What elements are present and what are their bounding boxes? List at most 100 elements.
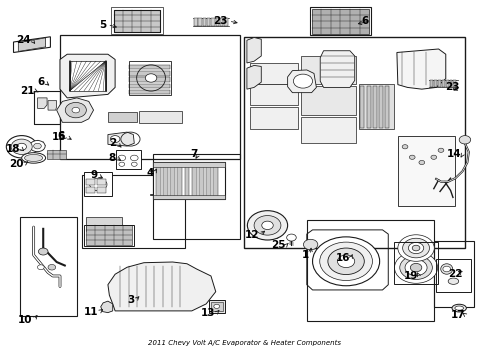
- Bar: [97, 179, 105, 185]
- Text: 6: 6: [361, 16, 368, 26]
- Text: 23: 23: [213, 16, 227, 26]
- Ellipse shape: [451, 304, 466, 312]
- Bar: [448, 80, 451, 87]
- Circle shape: [39, 248, 48, 255]
- Bar: [153, 195, 225, 199]
- Bar: [34, 91, 60, 124]
- Circle shape: [430, 155, 436, 159]
- Bar: [301, 86, 355, 115]
- Text: 2: 2: [109, 138, 116, 148]
- Bar: [394, 242, 437, 284]
- Bar: [47, 150, 66, 159]
- Bar: [309, 8, 370, 35]
- Bar: [86, 225, 132, 244]
- Circle shape: [409, 264, 421, 272]
- Bar: [153, 162, 225, 167]
- Circle shape: [30, 140, 45, 152]
- Bar: [208, 300, 225, 312]
- Bar: [385, 86, 388, 127]
- Circle shape: [130, 155, 138, 161]
- Bar: [445, 80, 447, 87]
- Circle shape: [48, 265, 56, 270]
- Circle shape: [442, 266, 449, 272]
- Bar: [170, 165, 175, 197]
- Bar: [129, 65, 170, 69]
- Text: 6: 6: [58, 131, 64, 141]
- Bar: [206, 165, 210, 197]
- Circle shape: [17, 143, 26, 150]
- Circle shape: [6, 136, 37, 158]
- Bar: [184, 165, 189, 197]
- Text: 21: 21: [20, 86, 35, 96]
- Bar: [358, 84, 394, 129]
- Ellipse shape: [24, 154, 42, 161]
- Bar: [250, 84, 298, 105]
- Text: 10: 10: [18, 315, 33, 325]
- Text: 5: 5: [99, 19, 106, 30]
- Bar: [452, 80, 455, 87]
- Text: 6: 6: [37, 77, 44, 87]
- Bar: [397, 136, 454, 206]
- Bar: [84, 172, 112, 196]
- Circle shape: [327, 248, 364, 275]
- Bar: [199, 165, 203, 197]
- Polygon shape: [287, 70, 316, 93]
- Polygon shape: [18, 38, 45, 51]
- Circle shape: [399, 256, 431, 279]
- Circle shape: [401, 145, 407, 149]
- Ellipse shape: [447, 278, 458, 284]
- Bar: [129, 84, 170, 88]
- Bar: [210, 302, 223, 311]
- Circle shape: [131, 162, 137, 166]
- Bar: [215, 18, 219, 26]
- Bar: [86, 217, 122, 231]
- Bar: [153, 154, 239, 239]
- Circle shape: [397, 235, 433, 261]
- Bar: [378, 86, 382, 127]
- Bar: [250, 107, 298, 129]
- Text: 17: 17: [449, 310, 464, 320]
- Circle shape: [407, 242, 423, 254]
- Text: 23: 23: [444, 82, 458, 93]
- Bar: [114, 9, 160, 32]
- Bar: [311, 9, 368, 34]
- Circle shape: [11, 139, 32, 154]
- Circle shape: [254, 216, 280, 235]
- Circle shape: [110, 136, 120, 143]
- Circle shape: [38, 265, 44, 270]
- Ellipse shape: [21, 153, 45, 163]
- Bar: [441, 80, 444, 87]
- Bar: [213, 165, 218, 197]
- Polygon shape: [246, 66, 261, 89]
- Bar: [437, 80, 440, 87]
- Polygon shape: [320, 51, 354, 87]
- Bar: [372, 86, 376, 127]
- Text: 8: 8: [109, 153, 116, 163]
- Bar: [301, 117, 355, 143]
- Bar: [433, 241, 472, 307]
- Bar: [306, 220, 433, 321]
- Text: 19: 19: [403, 271, 417, 281]
- Text: 20: 20: [10, 158, 24, 168]
- Circle shape: [437, 148, 443, 152]
- Bar: [224, 18, 227, 26]
- Bar: [435, 258, 470, 292]
- Bar: [203, 18, 206, 26]
- Text: 25: 25: [270, 240, 285, 250]
- Bar: [156, 165, 160, 197]
- Bar: [108, 112, 137, 122]
- Bar: [366, 86, 370, 127]
- Polygon shape: [108, 262, 215, 311]
- Circle shape: [119, 162, 124, 166]
- Circle shape: [261, 221, 273, 230]
- Circle shape: [118, 155, 125, 161]
- Bar: [211, 18, 214, 26]
- Bar: [129, 90, 170, 94]
- Bar: [20, 217, 77, 316]
- Polygon shape: [57, 98, 93, 122]
- Polygon shape: [38, 98, 47, 108]
- Text: 4: 4: [146, 168, 153, 178]
- Text: 1: 1: [301, 250, 308, 260]
- Bar: [69, 61, 105, 91]
- Bar: [111, 8, 162, 34]
